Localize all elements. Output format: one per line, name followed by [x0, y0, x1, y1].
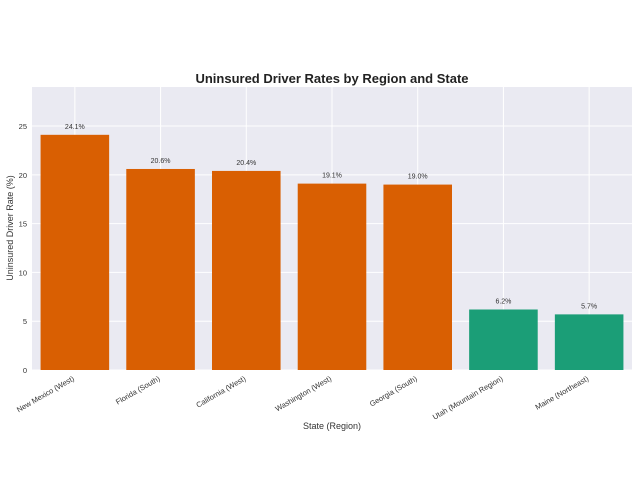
y-tick-label: 25 [19, 122, 27, 131]
bar-data-label: 19.1% [322, 173, 342, 180]
y-axis-ticks: 0 5 10 15 20 25 [19, 122, 27, 375]
bar-data-label: 24.1% [65, 124, 85, 131]
bar [297, 183, 367, 370]
bar [383, 184, 452, 370]
bar [554, 314, 624, 370]
bar-data-label: 20.6% [151, 158, 171, 165]
bar-data-label: 5.7% [581, 303, 597, 310]
bar [469, 309, 538, 370]
y-tick-label: 15 [19, 220, 27, 229]
chart-title: Uninsured Driver Rates by Region and Sta… [195, 71, 468, 86]
bar-data-label: 6.2% [495, 298, 511, 305]
x-tick-label: New Mexico (West) [15, 374, 76, 414]
x-tick-label: Florida (South) [114, 374, 162, 407]
x-tick-label: Utah (Mountain Region) [431, 374, 505, 422]
bar [40, 134, 110, 370]
y-tick-label: 0 [23, 366, 27, 375]
bar-data-label: 20.4% [236, 160, 256, 167]
x-tick-label: Georgia (South) [368, 374, 419, 409]
x-axis-label: State (Region) [303, 421, 361, 431]
bar-data-label: 19.0% [408, 174, 428, 181]
x-tick-label: Washington (West) [274, 374, 334, 414]
bar [126, 168, 195, 370]
x-tick-label: California (West) [195, 374, 248, 410]
x-axis-ticks: New Mexico (West) Florida (South) Californ… [15, 374, 590, 422]
y-axis-label: Uninsured Driver Rate (%) [5, 175, 15, 281]
x-tick-label: Maine (Northeast) [534, 374, 591, 412]
y-tick-label: 20 [19, 171, 27, 180]
bar [212, 170, 281, 370]
bars [40, 134, 624, 370]
data-labels: 24.1% 20.6% 20.4% 19.1% 19.0% 6.2% 5.7% [65, 124, 597, 311]
y-tick-label: 5 [23, 317, 27, 326]
y-tick-label: 10 [19, 268, 27, 277]
